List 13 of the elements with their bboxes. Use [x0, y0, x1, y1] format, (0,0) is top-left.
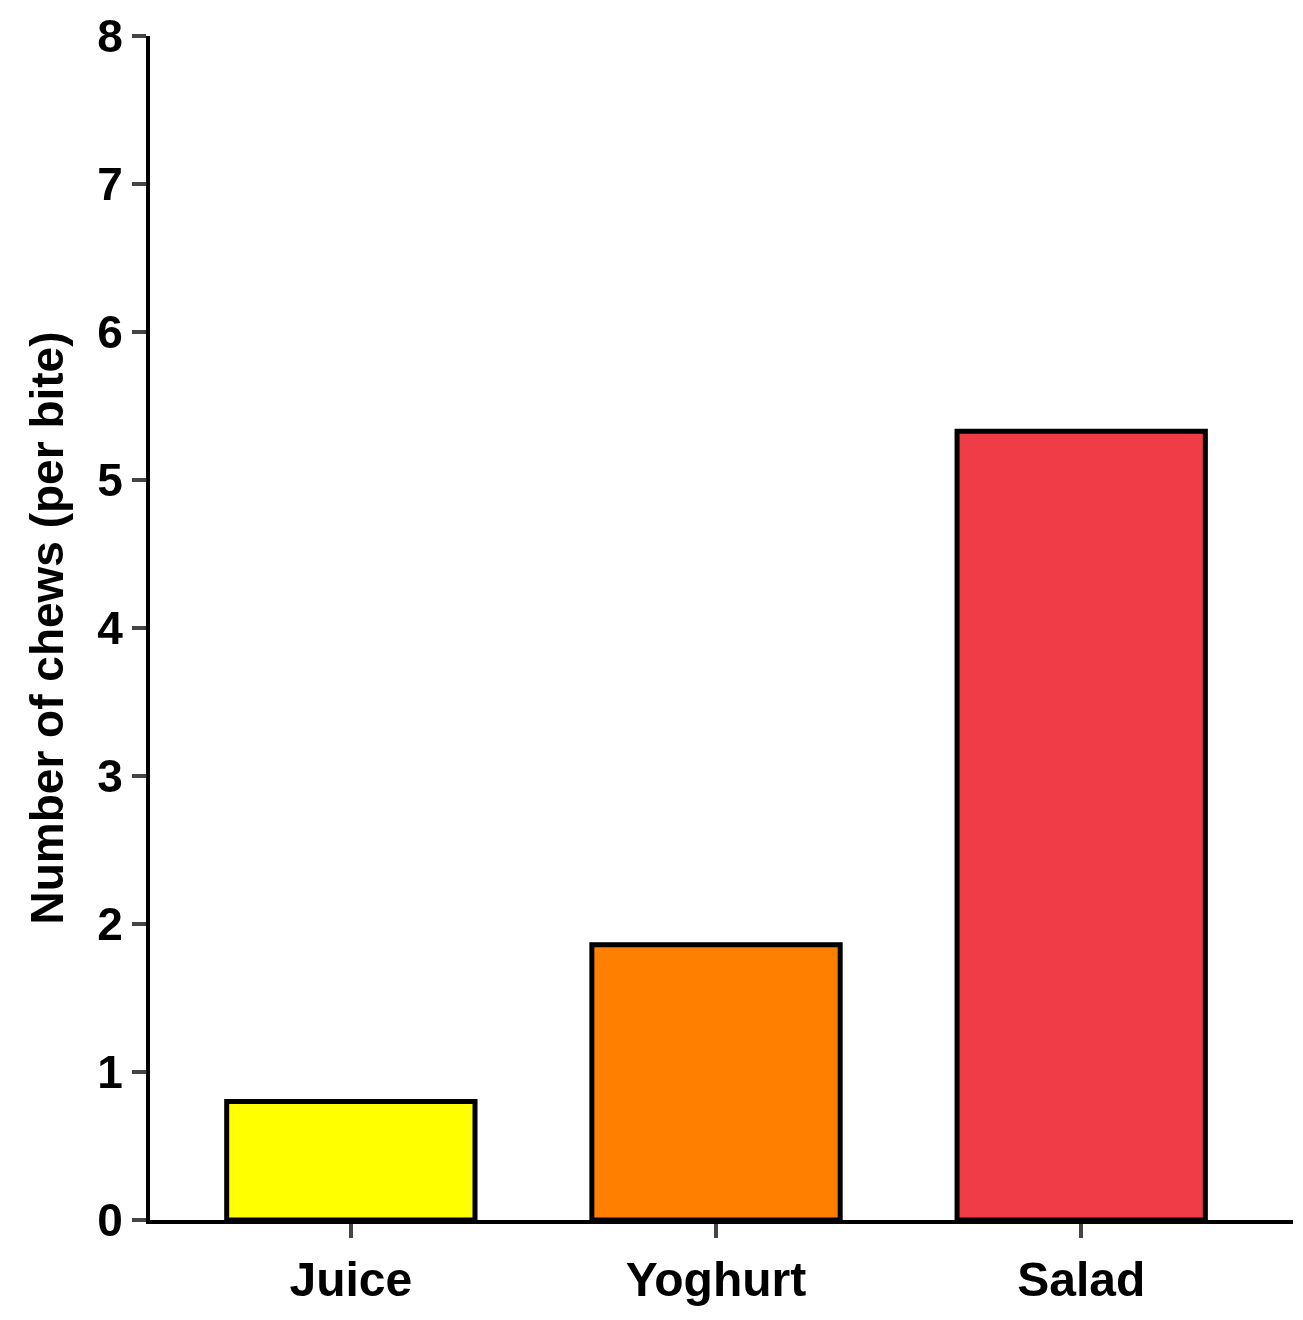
y-axis-title: Number of chews (per bite) — [21, 331, 74, 925]
x-tick-label: Juice — [289, 1252, 413, 1306]
y-tick-label: 5 — [97, 454, 123, 507]
y-tick-label: 6 — [97, 306, 123, 359]
x-tick-label: Yoghurt — [625, 1252, 807, 1306]
y-tick-label: 7 — [97, 158, 123, 211]
x-tick-label: Salad — [1017, 1252, 1146, 1306]
y-tick-label: 0 — [97, 1194, 123, 1247]
y-tick-label: 4 — [97, 602, 124, 655]
y-tick-label: 3 — [97, 750, 123, 803]
y-tick-label: 8 — [97, 10, 123, 63]
y-tick-label: 1 — [97, 1046, 123, 1099]
y-tick-label: 2 — [97, 898, 123, 951]
